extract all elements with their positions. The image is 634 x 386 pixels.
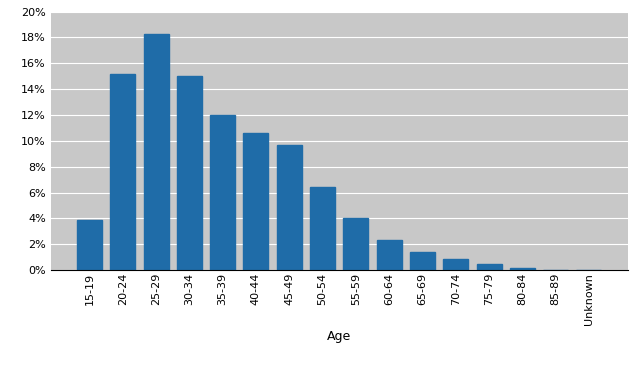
- Bar: [243, 133, 268, 270]
- Bar: [310, 188, 335, 270]
- Bar: [143, 34, 169, 270]
- X-axis label: Age: Age: [327, 330, 351, 344]
- Bar: [77, 220, 102, 270]
- Bar: [210, 115, 235, 270]
- Bar: [277, 145, 302, 270]
- Bar: [110, 74, 135, 270]
- Bar: [510, 268, 535, 270]
- Bar: [477, 264, 501, 270]
- Bar: [377, 240, 401, 270]
- Bar: [177, 76, 202, 270]
- Bar: [443, 259, 469, 270]
- Bar: [344, 218, 368, 270]
- Bar: [410, 252, 435, 270]
